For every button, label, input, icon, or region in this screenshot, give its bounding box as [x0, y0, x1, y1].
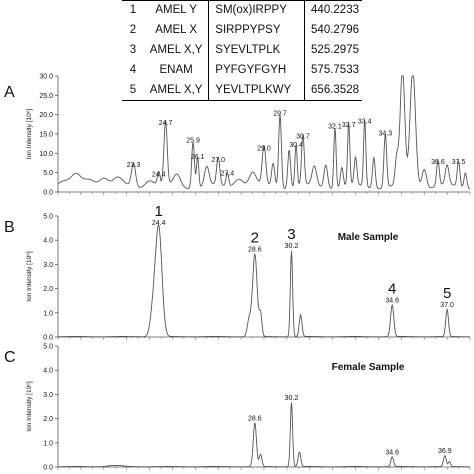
peak-number-marker: 5 — [443, 285, 451, 302]
peak-label: 37.5 — [452, 159, 466, 166]
peak-label: 34.3 — [378, 131, 392, 138]
y-axis-label: Ion Intensity [10⁶] — [26, 109, 33, 160]
peak-label: 27.4 — [221, 170, 235, 177]
sample-title: Female Sample — [332, 362, 405, 373]
mz-cell: 575.7533 — [311, 64, 359, 76]
y-tick-label: 4.0 — [43, 238, 53, 245]
row-number: 1 — [129, 4, 137, 16]
y-tick-label: 1.0 — [43, 310, 53, 317]
panel-a: 0.0 5.0 10.0 15.0 20.0 25.0 30.0 Ion Intensity … — [4, 74, 471, 197]
peak-label: 27.0 — [211, 157, 225, 164]
y-tick-label: 4.0 — [43, 368, 53, 375]
table-row: 1 AMEL Y SM(ox)IRPPY 440.2233 — [122, 0, 362, 20]
panel-letter: A — [4, 84, 15, 101]
panel-c: 0.0 1.0 2.0 3.0 4.0 5.0 Ion Intensity [10⁶] C 28… — [4, 344, 471, 472]
peak-label: 30.2 — [285, 395, 299, 402]
y-tick-label: 5.0 — [43, 170, 53, 177]
y-tick-label: 5.0 — [43, 344, 53, 351]
table-row: 5 AMEL X,Y YEVLTPLKWY 656.3528 — [122, 80, 362, 100]
peak-label: 23.3 — [127, 162, 141, 169]
table-row: 3 AMEL X,Y SYEVLTPLK 525.2975 — [122, 40, 362, 60]
table-row: 4 ENAM PYFGYFGYH 575.7533 — [122, 60, 362, 80]
sample-title: Male Sample — [338, 232, 399, 243]
y-tick-label: 25.0 — [39, 93, 53, 100]
protein-cell: ENAM — [143, 60, 210, 80]
peak-label: 29.0 — [257, 145, 271, 152]
row-number: 2 — [129, 24, 137, 36]
protein-cell: AMEL X,Y — [143, 80, 210, 100]
y-tick-label: 15.0 — [39, 132, 53, 139]
peak-label: 32.7 — [342, 122, 356, 129]
row-number: 5 — [129, 84, 137, 96]
sequence-cell: SIRPPYPSY — [208, 20, 306, 40]
sequence-cell: PYFGYFGYH — [208, 60, 306, 80]
table-bottom-rule — [122, 100, 362, 101]
chromatogram-trace — [58, 402, 470, 468]
panel-letter: C — [4, 349, 16, 366]
peak-label: 33.4 — [358, 118, 372, 125]
peak-label: 24.4 — [152, 220, 166, 227]
peak-label: 32.1 — [328, 123, 342, 130]
y-tick-label: 0.0 — [43, 335, 53, 342]
y-tick-label: 0.0 — [43, 465, 53, 472]
y-tick-label: 5.0 — [43, 214, 53, 221]
peak-label: 29.7 — [273, 111, 287, 118]
protein-cell: AMEL X — [143, 20, 210, 40]
peak-label: 28.6 — [248, 247, 262, 254]
peak-number-marker: 1 — [155, 203, 163, 220]
protein-cell: AMEL Y — [143, 0, 210, 20]
peak-number-marker: 3 — [287, 226, 295, 243]
peak-label: 30.4 — [289, 142, 303, 149]
mz-cell: 440.2233 — [311, 4, 359, 16]
y-tick-label: 30.0 — [39, 74, 53, 81]
y-tick-label: 10.0 — [39, 151, 53, 158]
peak-label: 37.0 — [440, 302, 454, 309]
y-tick-label: 1.0 — [43, 440, 53, 447]
chromatogram-trace — [57, 75, 471, 190]
peak-label: 24.7 — [159, 120, 173, 127]
peak-label: 36.6 — [431, 159, 445, 166]
y-tick-label: 0.0 — [43, 190, 53, 197]
peak-label: 25.9 — [186, 138, 200, 145]
row-number: 4 — [129, 64, 137, 76]
peak-label: 26.1 — [191, 154, 205, 161]
y-tick-label: 20.0 — [39, 112, 53, 119]
peptide-table: 1 AMEL Y SM(ox)IRPPY 440.2233 2 AMEL X SIRPPYP… — [122, 0, 362, 100]
sequence-cell: YEVLTPLKWY — [208, 80, 306, 100]
chromatogram-trace — [58, 224, 470, 338]
peak-label: 28.6 — [248, 415, 262, 422]
peak-number-marker: 2 — [251, 230, 259, 247]
y-axis-label: Ion Intensity [10⁶] — [26, 381, 33, 432]
mz-cell: 525.2975 — [311, 44, 359, 56]
sequence-cell: SM(ox)IRPPY — [208, 0, 306, 20]
y-tick-label: 2.0 — [43, 286, 53, 293]
panel-letter: B — [4, 219, 15, 236]
table-row: 2 AMEL X SIRPPYPSY 540.2796 — [122, 20, 362, 40]
peak-label: 34.6 — [385, 449, 399, 456]
y-tick-label: 3.0 — [43, 262, 53, 269]
y-axis-label: Ion Intensity [10⁶] — [26, 251, 33, 302]
mz-cell: 540.2796 — [311, 24, 359, 36]
peak-label: 30.7 — [296, 134, 310, 141]
mz-cell: 656.3528 — [311, 84, 359, 96]
peak-label: 36.9 — [438, 448, 452, 455]
peak-label: 24.4 — [152, 172, 166, 179]
peak-number-marker: 4 — [388, 281, 396, 298]
sequence-cell: SYEVLTPLK — [208, 40, 306, 60]
protein-cell: AMEL X,Y — [143, 40, 210, 60]
y-tick-label: 3.0 — [43, 392, 53, 399]
row-number: 3 — [129, 44, 137, 56]
peak-label: 34.6 — [385, 298, 399, 305]
peak-label: 30.2 — [285, 243, 299, 250]
y-tick-label: 2.0 — [43, 416, 53, 423]
